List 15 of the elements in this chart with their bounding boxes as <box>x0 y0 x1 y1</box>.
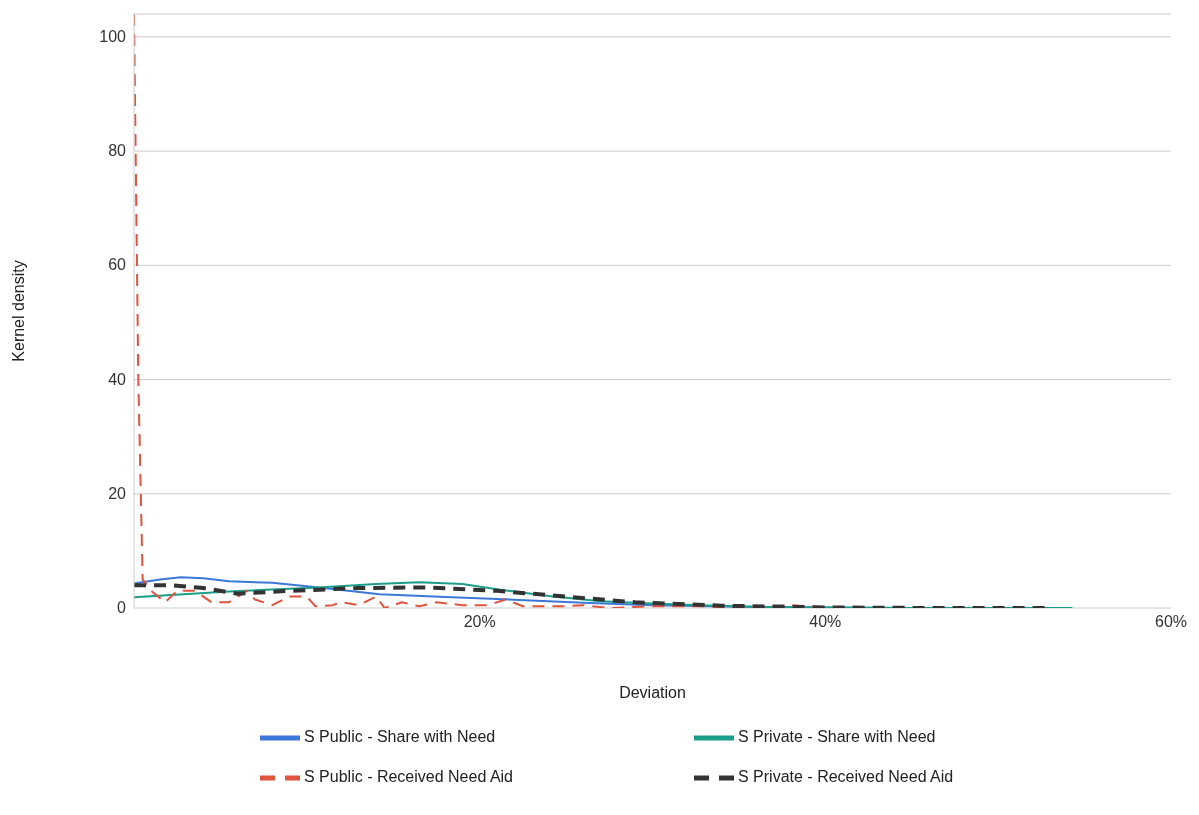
y-tick-label: 100 <box>99 27 127 45</box>
legend-label: S Private - Share with Need <box>738 728 937 747</box>
x-axis-title: Deviation <box>619 684 686 701</box>
y-tick-label: 0 <box>117 599 127 616</box>
y-tick-label: 80 <box>108 142 127 160</box>
y-axis-title: Kernel density <box>9 260 27 362</box>
legend-label: S Public - Share with Need <box>304 728 497 747</box>
x-tick-label: 60% <box>1154 613 1188 631</box>
y-tick-label: 60 <box>108 256 127 274</box>
y-tick-label: 20 <box>108 484 127 502</box>
x-tick-label: 40% <box>809 613 842 631</box>
legend-label: S Private - Received Need Aid <box>738 768 955 787</box>
y-tick-label: 40 <box>108 370 127 388</box>
x-tick-label: 20% <box>463 613 496 631</box>
legend-label: S Public - Received Need Aid <box>304 768 514 787</box>
